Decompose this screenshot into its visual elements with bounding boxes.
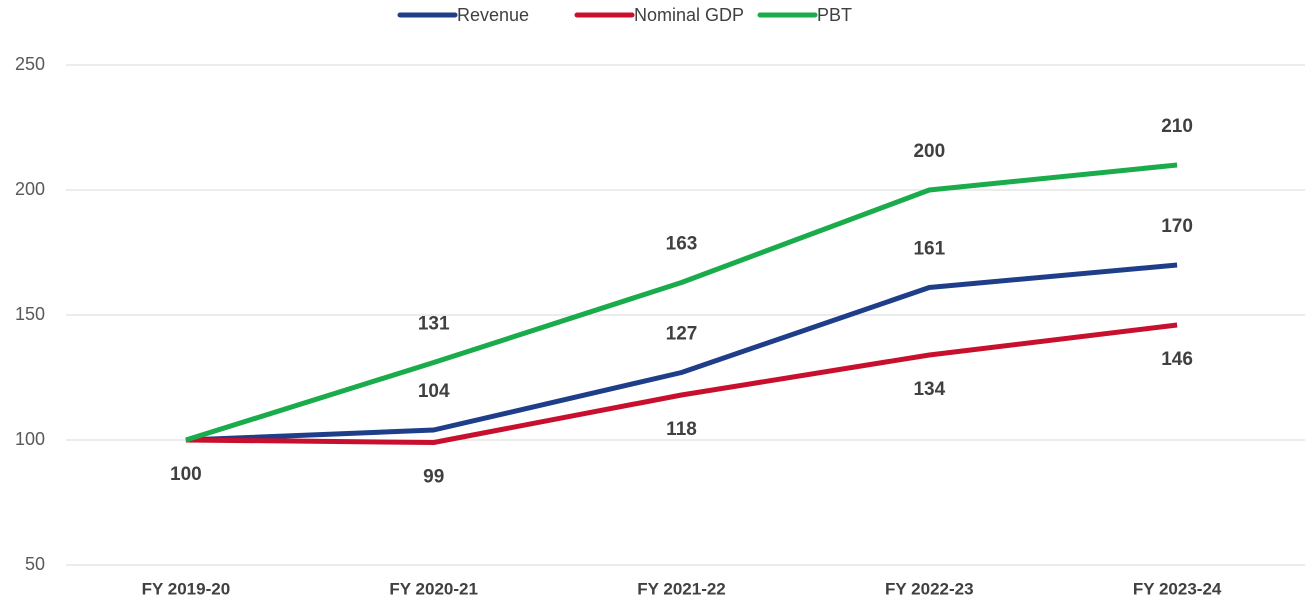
- data-label: 131: [418, 314, 450, 335]
- data-label: 99: [423, 467, 444, 488]
- data-label: 161: [913, 239, 945, 260]
- y-tick-label: 100: [15, 429, 45, 449]
- data-label: 118: [666, 419, 697, 440]
- legend-label: PBT: [817, 5, 852, 25]
- y-tick-label: 250: [15, 54, 45, 74]
- data-label: 127: [666, 324, 698, 345]
- data-label: 210: [1161, 116, 1193, 137]
- data-label: 163: [666, 234, 698, 255]
- series-line: [185, 322, 1178, 445]
- data-label: 200: [913, 141, 945, 162]
- legend-label: Revenue: [457, 5, 529, 25]
- data-label: 134: [913, 379, 945, 400]
- legend-label: Nominal GDP: [634, 5, 744, 25]
- data-label: 170: [1161, 216, 1193, 237]
- x-tick-label: FY 2023-24: [1133, 579, 1222, 598]
- x-tick-label: FY 2021-22: [637, 579, 726, 598]
- x-tick-label: FY 2020-21: [389, 579, 478, 598]
- data-label: 146: [1161, 349, 1193, 370]
- series-line: [185, 262, 1178, 443]
- data-label: 100: [170, 464, 202, 485]
- y-tick-label: 50: [25, 554, 45, 574]
- x-tick-label: FY 2019-20: [142, 579, 231, 598]
- y-tick-label: 150: [15, 304, 45, 324]
- y-tick-label: 200: [15, 179, 45, 199]
- series-line: [185, 162, 1178, 443]
- x-tick-label: FY 2022-23: [885, 579, 974, 598]
- data-label: 104: [418, 381, 450, 402]
